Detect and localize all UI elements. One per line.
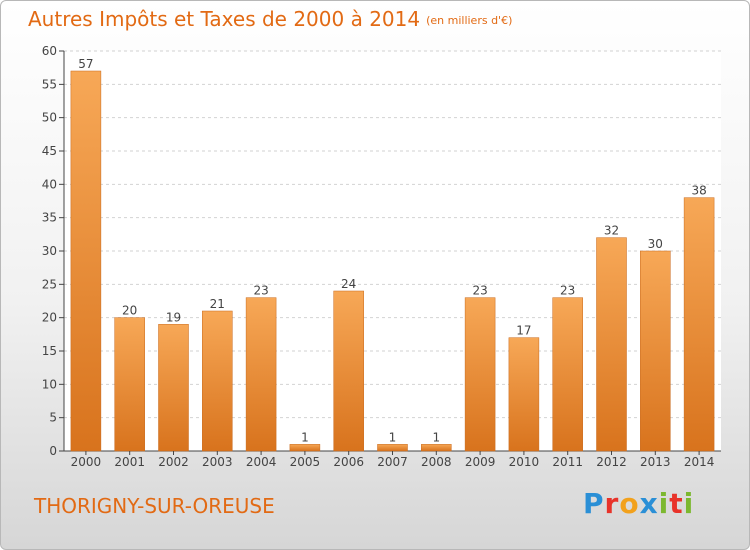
city-name: THORIGNY-SUR-OREUSE — [34, 494, 275, 518]
logo-letter: o — [619, 487, 640, 520]
y-tick-label: 45 — [42, 144, 57, 158]
bar-2006 — [333, 290, 364, 452]
bar-2013 — [640, 250, 671, 452]
logo-letter: r — [604, 487, 620, 520]
value-label: 1 — [301, 430, 309, 444]
y-tick-label: 20 — [42, 311, 57, 325]
y-tick-label: 40 — [42, 177, 57, 191]
bar-2005 — [289, 444, 321, 452]
value-label: 1 — [389, 430, 397, 444]
x-tick-label: 2012 — [596, 455, 627, 469]
value-label: 19 — [166, 310, 181, 324]
y-tick-label: 10 — [42, 377, 57, 391]
logo-letter: t — [669, 487, 684, 520]
bar-2014 — [683, 197, 715, 452]
bar-2007 — [377, 444, 408, 452]
value-label: 24 — [341, 277, 356, 291]
y-tick-label: 55 — [42, 77, 57, 91]
x-tick-label: 2000 — [71, 455, 102, 469]
chart-title: Autres Impôts et Taxes de 2000 à 2014 (en… — [28, 7, 512, 31]
logo-letter: i — [683, 487, 695, 520]
y-tick-label: 35 — [42, 211, 57, 225]
value-label: 17 — [516, 324, 531, 338]
y-tick-label: 15 — [42, 344, 57, 358]
x-tick-label: 2005 — [290, 455, 321, 469]
bar-2009 — [464, 297, 496, 452]
x-tick-label: 2004 — [246, 455, 277, 469]
bar-2008 — [421, 444, 452, 452]
x-tick-label: 2006 — [333, 455, 364, 469]
x-tick-label: 2003 — [202, 455, 233, 469]
chart-title-unit: (en milliers d'€) — [426, 14, 513, 27]
x-tick-label: 2007 — [377, 455, 408, 469]
value-label: 30 — [648, 237, 663, 251]
x-tick-label: 2009 — [465, 455, 496, 469]
bar-2004 — [245, 297, 277, 452]
value-label: 21 — [210, 297, 225, 311]
y-tick-label: 0 — [49, 444, 57, 458]
bar-2010 — [508, 337, 540, 452]
x-tick-label: 2008 — [421, 455, 452, 469]
value-label: 38 — [691, 184, 706, 198]
value-label: 23 — [253, 284, 268, 298]
value-label: 1 — [432, 430, 440, 444]
x-tick-label: 2001 — [114, 455, 145, 469]
y-tick-label: 5 — [49, 411, 57, 425]
value-label: 20 — [122, 304, 137, 318]
logo-letter: P — [583, 487, 605, 520]
chart-title-text: Autres Impôts et Taxes de 2000 à 2014 — [28, 7, 421, 31]
x-tick-label: 2013 — [640, 455, 671, 469]
y-tick-label: 25 — [42, 277, 57, 291]
x-tick-label: 2011 — [552, 455, 583, 469]
value-label: 23 — [560, 284, 575, 298]
y-tick-label: 30 — [42, 244, 57, 258]
bar-2011 — [552, 297, 583, 452]
x-tick-label: 2014 — [684, 455, 715, 469]
x-tick-label: 2002 — [158, 455, 189, 469]
logo-letter: x — [639, 487, 659, 520]
bar-2012 — [596, 237, 627, 452]
proxiti-logo: Proxiti — [583, 487, 694, 520]
value-label: 32 — [604, 224, 619, 238]
x-tick-label: 2010 — [509, 455, 540, 469]
bar-2000 — [70, 70, 102, 452]
y-tick-label: 50 — [42, 111, 57, 125]
value-label: 23 — [472, 284, 487, 298]
bar-2002 — [158, 324, 189, 452]
value-label: 57 — [78, 57, 93, 71]
logo-letter: i — [658, 487, 670, 520]
bar-2003 — [202, 310, 233, 452]
y-tick-label: 60 — [42, 44, 57, 58]
bar-2001 — [114, 317, 145, 452]
